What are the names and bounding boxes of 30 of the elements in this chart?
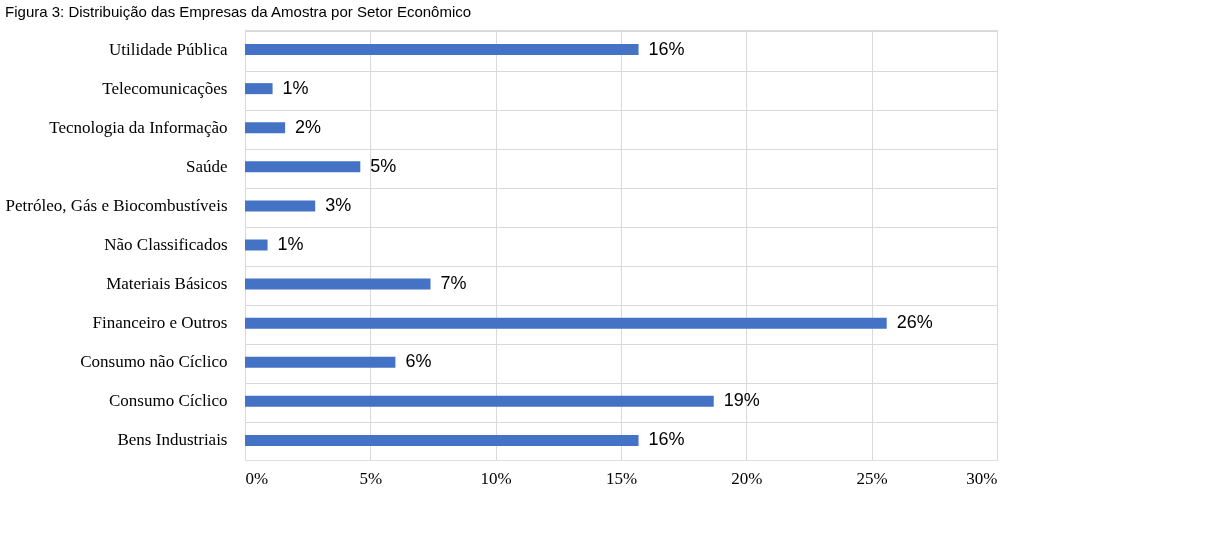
data-label: 1% [277, 234, 304, 254]
y-tick-label: Utilidade Pública [108, 39, 228, 59]
y-tick-label: Petróleo, Gás e Biocombustíveis [5, 195, 228, 215]
data-label: 3% [325, 194, 352, 215]
y-tick-label: Tecnologia da Informação [49, 117, 228, 137]
x-tick-label: 20% [731, 468, 763, 488]
chart-title: Figura 3: Distribuição das Empresas da Amostra por Setor Econômico [5, 3, 472, 20]
data-label: 16% [648, 38, 685, 59]
y-tick-label: Materiais Básicos [106, 274, 228, 294]
y-tick-label: Financeiro e Outros [92, 313, 228, 333]
data-label: 16% [648, 429, 685, 450]
y-tick-label: Bens Industriais [117, 430, 228, 450]
data-label: 1% [282, 77, 309, 98]
x-tick-label: 15% [605, 468, 638, 488]
x-tick-label: 30% [966, 468, 998, 488]
y-tick-label: Saúde [185, 156, 228, 176]
x-tick-label: 25% [856, 468, 888, 488]
y-tick-label: Telecomunicações [102, 78, 228, 98]
y-tick-label: Consumo Cíclico [108, 391, 228, 411]
data-label: 2% [295, 116, 322, 137]
x-tick-label: 5% [359, 468, 383, 488]
data-label: 19% [723, 390, 760, 411]
data-label: 6% [405, 351, 432, 372]
y-tick-label: Não Classificados [104, 235, 228, 254]
x-tick-label: 0% [245, 468, 269, 488]
data-label: 5% [370, 155, 397, 176]
x-tick-label: 10% [480, 468, 512, 488]
y-tick-label: Consumo não Cíclico [80, 352, 228, 372]
data-label: 7% [440, 273, 467, 294]
data-label: 26% [896, 312, 933, 333]
